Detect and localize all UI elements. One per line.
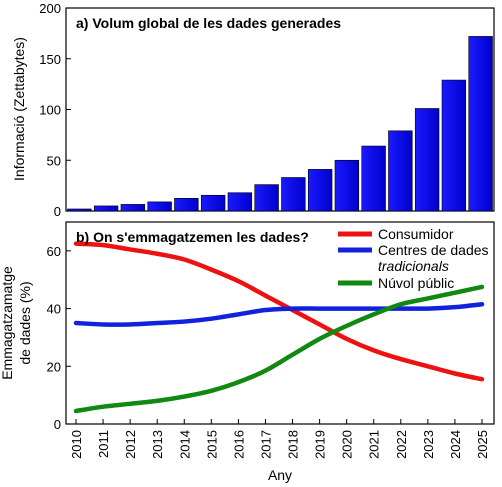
panel-b-ytick-label: 0 (54, 417, 61, 432)
bar-2010 (67, 208, 92, 212)
bar-2024 (441, 79, 467, 212)
panel-b-xtick-label: 2015 (204, 430, 219, 459)
panel-b-xtick-label: 2010 (69, 430, 84, 459)
legend: Consumidor Centres de dades tradicionals… (338, 226, 489, 291)
panel-b-xtick-label: 2011 (96, 430, 111, 458)
panel-b-title: b) On s'emmagatzemen les dades? (76, 229, 309, 245)
bar-2022 (388, 130, 413, 212)
bar-2015 (200, 194, 226, 212)
panel-a-ytick-label: 150 (39, 52, 61, 67)
panel-b-lines (73, 241, 485, 414)
panel-b-xtick-label: 2014 (177, 430, 192, 459)
bar-2012 (120, 204, 146, 212)
panel-b-xtick-label: 2021 (367, 430, 382, 459)
bar-2014 (174, 198, 199, 212)
panel-a-ytick-label: 200 (39, 1, 61, 16)
panel-a-ytick-label: 100 (39, 103, 61, 118)
panel-b-xtick-label: 2017 (258, 430, 273, 459)
panel-b-xtick-label: 2012 (123, 430, 138, 459)
panel-b-ytick-label: 20 (47, 359, 61, 374)
panel-b-xtick-label: 2023 (421, 430, 436, 459)
panel-b-xtick-label: 2020 (340, 430, 355, 459)
panel-b: 0 20 40 60 2010 2011 2012 2013 2014 2015 2016 2017… (0, 221, 495, 483)
panel-a-ytick-label: 0 (54, 204, 61, 219)
panel-b-ytick-label: 60 (47, 244, 61, 259)
bar-2016 (227, 192, 253, 212)
bar-2018 (281, 177, 306, 212)
legend-label-nuvol-public: Núvol públic (378, 275, 454, 291)
legend-label-centres-de-dades: Centres de dades (378, 242, 489, 258)
panel-b-xtick-label: 2018 (286, 430, 301, 459)
panel-b-frame (65, 221, 495, 425)
bar-2023 (414, 108, 440, 212)
legend-label-tradicionals: tradicionals (378, 258, 449, 274)
bar-2017 (254, 184, 279, 212)
panel-b-y-ticks: 0 20 40 60 (47, 244, 71, 432)
panel-b-xtick-label: 2013 (150, 430, 165, 459)
series-line-1 (73, 301, 485, 327)
panel-b-xtick-label: 2016 (231, 430, 246, 459)
panel-b-x-ticks: 2010 2011 2012 2013 2014 2015 2016 2017 2018 2019… (69, 419, 490, 459)
panel-a-y-ticks: 0 50 100 150 200 (39, 1, 71, 219)
bar-2020 (334, 159, 360, 212)
panel-a-ytick-label: 50 (47, 153, 61, 168)
bar-2011 (93, 205, 119, 212)
series-line-0 (73, 241, 485, 382)
panel-a-y-axis-label: Informació (Zettabytes) (11, 37, 27, 181)
panel-b-xtick-label: 2025 (475, 430, 490, 459)
panel-b-y-axis-label-line1: Emmagatzamatge (0, 266, 15, 380)
panel-a: 0 50 100 150 200 a) Volum global de les dade… (11, 1, 495, 219)
bar-2019 (307, 169, 333, 212)
panel-b-xtick-label: 2019 (313, 430, 328, 459)
panel-b-y-axis-label-line2: de dades (%) (17, 281, 33, 364)
panel-b-xtick-label: 2022 (394, 430, 409, 459)
bar-2013 (147, 201, 172, 212)
panel-a-title: a) Volum global de les dades generades (76, 15, 341, 31)
bar-2021 (361, 145, 386, 212)
series-line-2 (73, 284, 485, 414)
panel-b-ytick-label: 40 (47, 302, 61, 317)
panel-a-bars (67, 36, 493, 212)
bar-2025 (468, 36, 493, 212)
legend-label-consumidor: Consumidor (378, 226, 454, 242)
panel-b-xtick-label: 2024 (448, 430, 463, 459)
panel-b-x-axis-label: Any (268, 467, 292, 483)
